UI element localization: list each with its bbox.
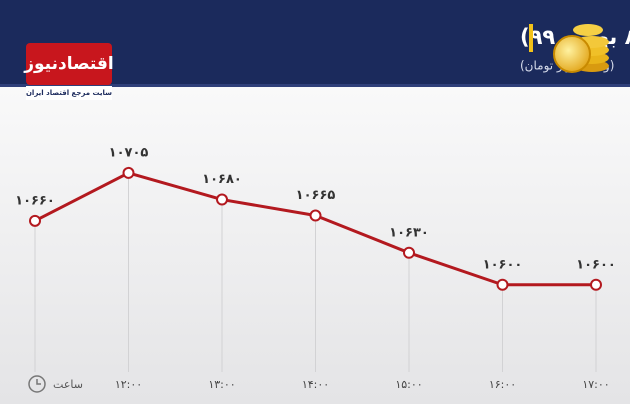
value-label: ۱۰۶۶۰ [15, 193, 55, 208]
brand-tagline: سایت مرجع اقتصاد ایران [26, 89, 112, 97]
x-axis-label: ساعت [53, 378, 83, 391]
point [590, 278, 602, 291]
point [29, 214, 41, 227]
value-label: ۱۰۷۰۵ [109, 145, 149, 160]
tagline-box [26, 86, 112, 100]
point [122, 166, 135, 179]
x-tick-label: ۱۶:۰۰ [489, 378, 516, 391]
value-label: ۱۰۶۳۰ [389, 225, 429, 240]
header-rule [0, 84, 630, 87]
value-label: ۱۰۶۰۰ [576, 257, 616, 272]
x-tick-label: ۱۴:۰۰ [302, 378, 329, 391]
x-tick-label: ۱۷:۰۰ [582, 378, 609, 391]
value-label: ۱۰۶۰۰ [483, 257, 523, 272]
value-label: ۱۰۶۶۵ [296, 188, 336, 203]
x-tick-label: ۱۳:۰۰ [208, 378, 235, 391]
point [309, 209, 322, 222]
x-tick-label: ۱۵:۰۰ [395, 378, 422, 391]
point [403, 246, 415, 259]
clock-hands [36, 379, 41, 385]
logo-box [26, 43, 112, 85]
clock-icon [28, 375, 46, 393]
title-bar [529, 24, 533, 52]
value-label: ۱۰۶۸۰ [202, 172, 242, 187]
brand: اقتصادنیوز [23, 54, 114, 74]
coins-icon [553, 24, 609, 73]
point [216, 193, 228, 206]
x-tick-label: ۱۲:۰۰ [115, 378, 142, 391]
point [496, 278, 509, 291]
